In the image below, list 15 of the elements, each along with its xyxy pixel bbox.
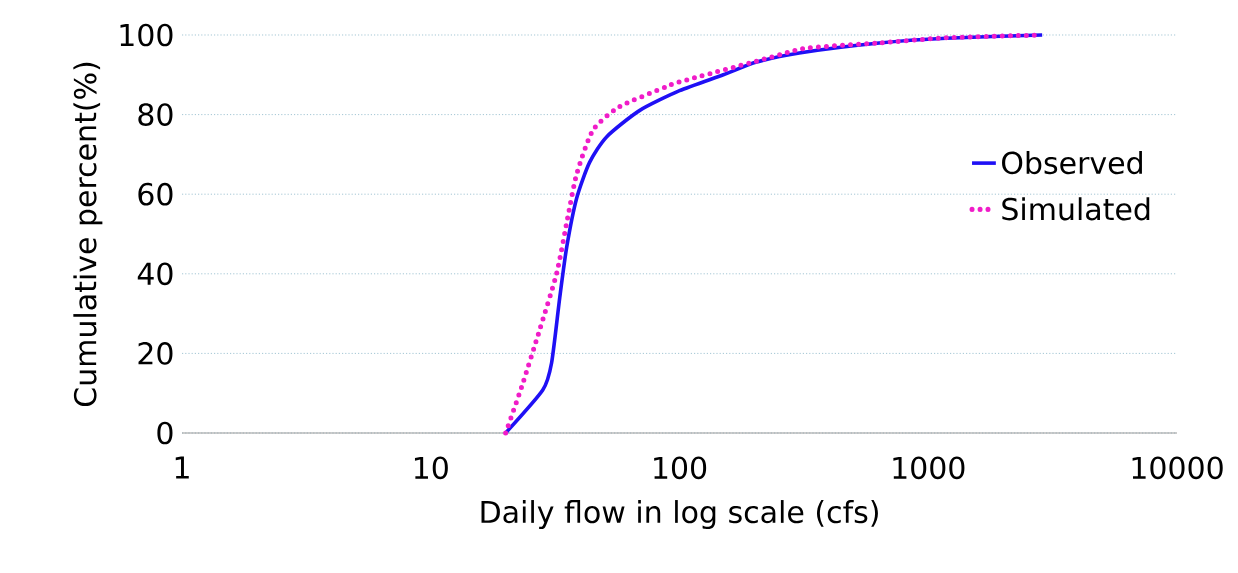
x-tick-label: 10000 — [1132, 456, 1223, 480]
y-tick-label: 80 — [138, 103, 173, 126]
x-tick-label: 100 — [654, 456, 707, 480]
y-tick-label: 60 — [138, 182, 173, 206]
x-axis-title: Daily flow in log scale (cfs) — [481, 500, 878, 530]
x-tick-label: 1 — [175, 456, 189, 479]
y-tick-label: 0 — [157, 421, 173, 445]
y-tick-label: 100 — [120, 23, 173, 47]
y-tick-label: 40 — [137, 262, 173, 286]
x-tick-label: 10 — [414, 456, 448, 480]
x-tick-label: 1000 — [893, 456, 965, 480]
y-tick-label: 20 — [138, 342, 173, 365]
legend-label: Observed — [1002, 150, 1142, 175]
legend-label: Simulated — [1002, 197, 1150, 221]
y-axis-title: Cumulative percent(%) — [73, 62, 103, 407]
